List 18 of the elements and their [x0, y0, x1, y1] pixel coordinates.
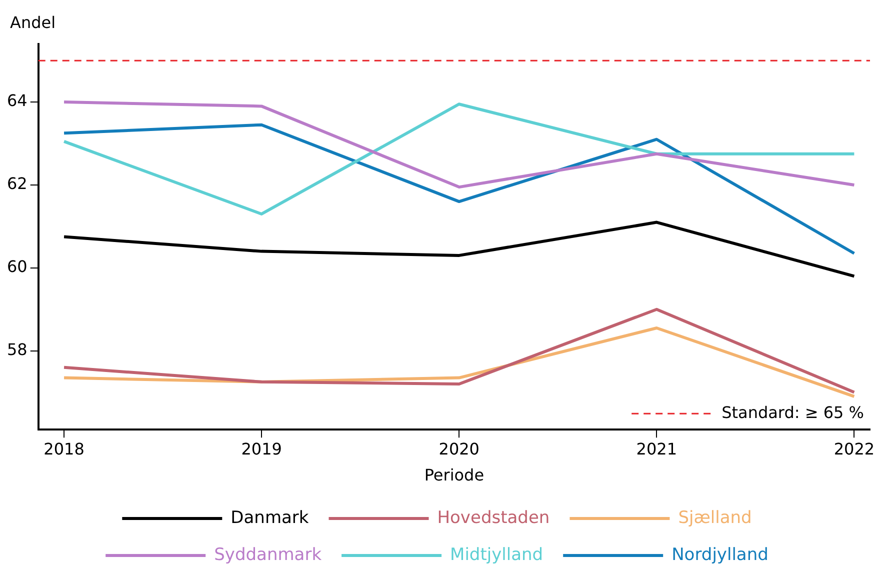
text: Hovedstaden — [437, 508, 550, 528]
y-axis-title: Andel — [10, 13, 56, 32]
x-tick-label: 2018 — [44, 439, 84, 458]
x-tick-label: 2022 — [834, 439, 875, 458]
text: Danmark — [230, 508, 309, 528]
text: Syddanmark — [214, 544, 322, 565]
x-tick-label: 2021 — [636, 439, 678, 458]
text: Nordjylland — [672, 544, 768, 565]
y-tick-label: 62 — [7, 174, 28, 194]
text: Sjælland — [678, 508, 752, 528]
x-axis-title: Periode — [424, 466, 484, 485]
y-tick-label: 64 — [7, 91, 28, 110]
x-tick-label: 2019 — [241, 439, 282, 458]
text: Midtjylland — [450, 544, 544, 565]
x-tick-label: 2020 — [438, 439, 480, 458]
legend-label: Standard: ≥ 65 % — [722, 402, 864, 422]
y-tick-label: 58 — [7, 340, 28, 359]
y-tick-label: 60 — [7, 257, 28, 276]
